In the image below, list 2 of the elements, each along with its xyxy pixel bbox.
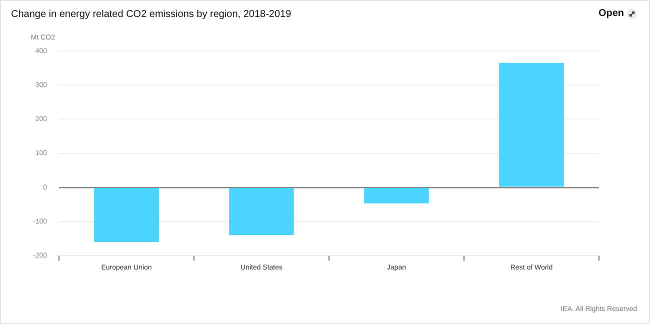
text: Open	[598, 8, 624, 19]
chart-title: Change in energy related CO2 emissions by region, 2018-2019	[11, 9, 292, 20]
